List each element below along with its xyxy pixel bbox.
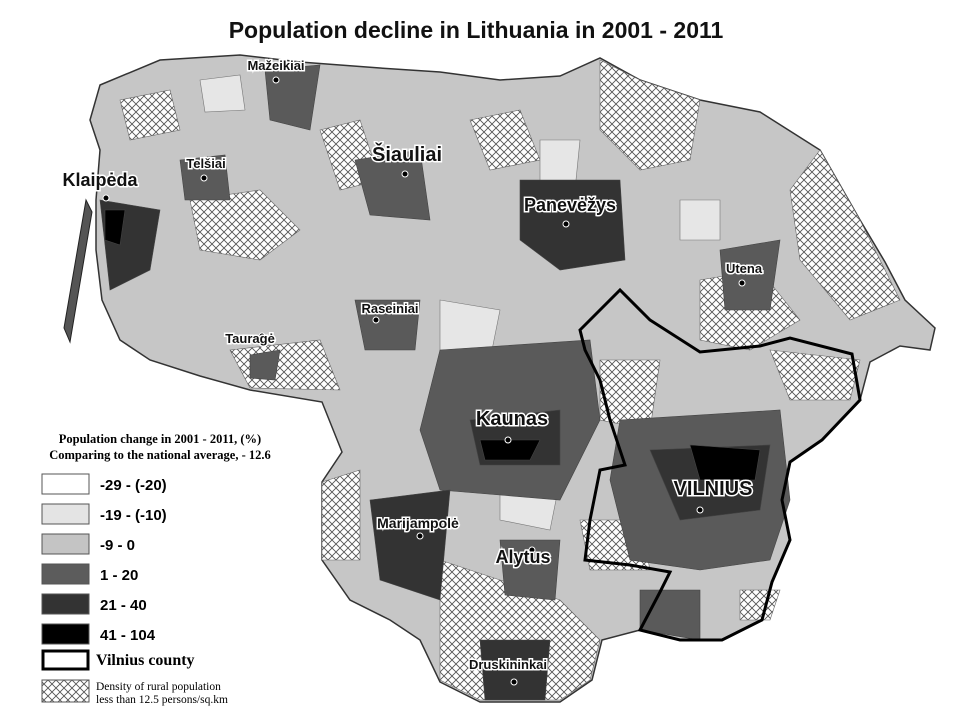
city-dot [200, 174, 208, 182]
legend-title: Population change in 2001 - 2011, (%) [59, 432, 261, 446]
legend: Population change in 2001 - 2011, (%) Com… [30, 425, 300, 710]
legend-swatch [41, 563, 90, 585]
city-label: Klaipėda [62, 170, 138, 190]
legend-label: -9 - 0 [100, 537, 135, 554]
city-dot [696, 506, 704, 514]
legend-label: 41 - 104 [100, 627, 156, 644]
legend-label: -19 - (-10) [100, 507, 167, 524]
legend-title: Comparing to the national average, - 12.… [49, 448, 271, 462]
city-dot [528, 546, 536, 554]
legend-label: 21 - 40 [100, 597, 147, 614]
city-label: VILNIUS [674, 478, 753, 500]
city-label: Mažeikiai [247, 58, 304, 73]
city-dot [102, 194, 110, 202]
legend-density-label: Density of rural population [96, 681, 221, 693]
map-title: Population decline in Lithuania in 2001 … [229, 17, 724, 43]
city-dot [372, 316, 380, 324]
legend-county-label: Vilnius county [96, 652, 195, 669]
city-dot [272, 76, 280, 84]
city-dot [504, 436, 512, 444]
city-label: Raseiniai [361, 301, 418, 316]
city-label: Panevėžys [524, 195, 616, 215]
legend-swatch [41, 623, 90, 645]
city-label: Utena [726, 261, 763, 276]
legend-county-swatch [41, 649, 90, 671]
city-dot [416, 532, 424, 540]
legend-density-swatch [41, 679, 90, 703]
legend-swatch [41, 533, 90, 555]
city-dot [401, 170, 409, 178]
dark-areas [99, 64, 791, 701]
city-label: Šiauliai [372, 142, 442, 166]
legend-swatch [41, 473, 90, 495]
city-dot [510, 678, 518, 686]
city-label: Tauragė [225, 331, 275, 346]
city-label: Druskininkai [469, 657, 547, 672]
city-label: Marijampolė [377, 515, 459, 531]
legend-swatch [41, 593, 90, 615]
legend-density-label: less than 12.5 persons/sq.km [96, 694, 228, 706]
city-dot [562, 220, 570, 228]
map-body [63, 54, 936, 703]
legend-label: -29 - (-20) [100, 477, 167, 494]
city-label: Alytus [495, 547, 550, 567]
city-label: Telšiai [186, 156, 226, 171]
city-dot [738, 279, 746, 287]
legend-label: 1 - 20 [100, 567, 138, 584]
city-label: Kaunas [476, 408, 548, 430]
city-dot [258, 332, 266, 340]
city-labels: Mažeikiai Telšiai Klaipėda Šiauliai Panevėžy… [61, 57, 764, 686]
curonian-spit [63, 198, 93, 344]
legend-swatch [41, 503, 90, 525]
vilnius-county-border [578, 287, 862, 642]
